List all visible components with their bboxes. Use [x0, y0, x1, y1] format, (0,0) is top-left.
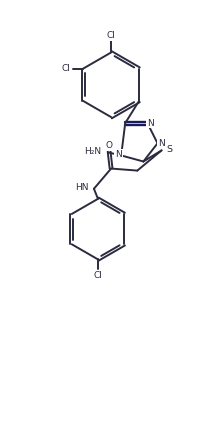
Text: HN: HN — [75, 183, 88, 192]
Text: S: S — [166, 145, 172, 154]
Text: Cl: Cl — [94, 271, 102, 280]
Text: Cl: Cl — [62, 64, 70, 73]
Text: O: O — [106, 141, 113, 150]
Text: N: N — [158, 139, 165, 148]
Text: Cl: Cl — [107, 31, 116, 40]
Text: N: N — [147, 119, 154, 127]
Text: H₂N: H₂N — [84, 147, 101, 156]
Text: N: N — [115, 150, 122, 159]
